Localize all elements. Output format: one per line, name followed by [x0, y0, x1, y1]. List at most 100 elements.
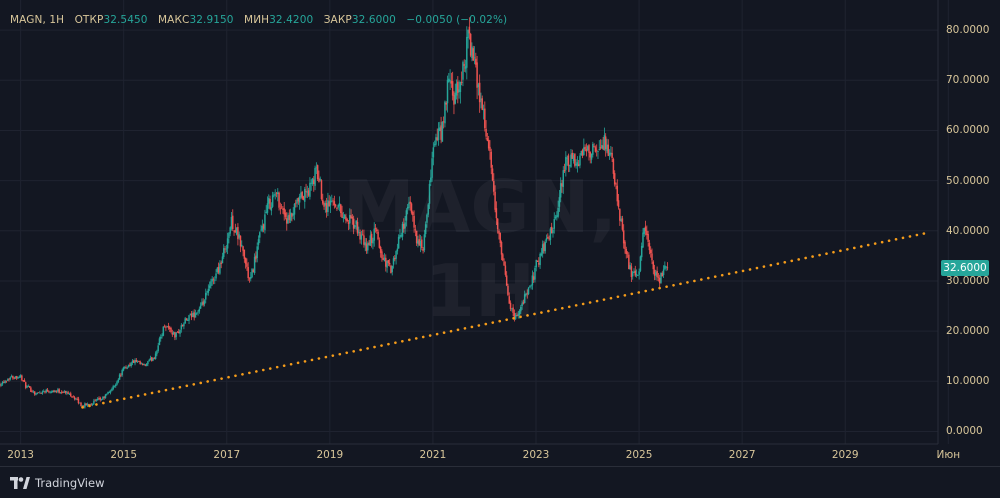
- candle: [601, 139, 603, 149]
- candle: [356, 217, 359, 237]
- candle: [161, 333, 163, 339]
- candle: [664, 261, 666, 271]
- candle: [613, 170, 616, 187]
- candle: [228, 232, 230, 244]
- candle: [250, 272, 252, 282]
- candle: [442, 116, 445, 129]
- candle: [535, 259, 538, 272]
- candle: [436, 128, 438, 142]
- candle: [530, 284, 532, 290]
- candle: [604, 133, 607, 157]
- candle: [581, 148, 584, 159]
- candle: [238, 231, 240, 240]
- tradingview-logo-icon: [10, 477, 30, 489]
- symbol-title[interactable]: MAGN, 1Н: [10, 14, 65, 26]
- candle: [102, 396, 104, 400]
- candle: [113, 385, 116, 388]
- candle: [548, 235, 550, 242]
- candle: [274, 189, 276, 200]
- low-label: МИН: [244, 14, 270, 26]
- candle: [149, 355, 152, 361]
- candle: [184, 317, 186, 324]
- candle: [458, 80, 460, 99]
- candle: [349, 208, 351, 230]
- candle: [637, 274, 639, 276]
- candle: [121, 368, 123, 377]
- candle: [154, 351, 157, 360]
- candle: [477, 82, 480, 96]
- candle: [583, 138, 585, 156]
- candle: [80, 401, 82, 407]
- candle: [538, 257, 540, 268]
- candle: [114, 383, 117, 388]
- time-scale[interactable]: 2013 2015 2017 2019 2021 2023 2025 2027 2029 Июн: [0, 444, 960, 466]
- price-scale[interactable]: 0.0000 10.0000 20.0000 30.0000 40.0000 50.000…: [938, 0, 1000, 444]
- candle: [328, 195, 330, 207]
- candle: [481, 95, 483, 111]
- candle: [309, 177, 311, 200]
- candle: [118, 373, 121, 380]
- candle: [18, 375, 21, 379]
- candle: [463, 59, 465, 72]
- candle: [17, 376, 19, 379]
- candle: [86, 402, 89, 407]
- candle: [430, 169, 432, 187]
- candle: [428, 180, 431, 209]
- candle: [32, 390, 35, 394]
- candle: [123, 366, 126, 370]
- candle: [68, 392, 71, 395]
- candle: [413, 210, 415, 233]
- candle: [143, 363, 145, 366]
- candle: [298, 193, 301, 210]
- candle: [509, 300, 512, 312]
- candle: [111, 387, 113, 392]
- candle: [112, 384, 114, 391]
- candlestick-series: [0, 17, 669, 409]
- candle: [566, 155, 568, 166]
- candle: [132, 359, 135, 363]
- candle: [84, 402, 86, 409]
- candle: [37, 392, 40, 394]
- candle: [107, 391, 109, 395]
- candle: [234, 223, 237, 233]
- candle: [156, 349, 158, 357]
- tradingview-brand[interactable]: TradingView: [10, 474, 104, 492]
- candle: [620, 216, 622, 222]
- candle: [315, 162, 318, 174]
- candle: [343, 213, 346, 220]
- candle: [6, 378, 9, 382]
- candle: [12, 375, 14, 380]
- candle: [424, 221, 427, 238]
- candle: [99, 396, 102, 402]
- candle: [76, 396, 78, 401]
- candle: [487, 136, 490, 151]
- candle: [53, 389, 55, 393]
- candle: [370, 231, 373, 248]
- candle: [363, 229, 365, 248]
- candle: [295, 199, 297, 208]
- candle: [547, 233, 549, 240]
- candle: [559, 177, 562, 203]
- candle: [58, 388, 60, 394]
- candle: [247, 262, 249, 281]
- candle: [453, 91, 455, 115]
- candle: [433, 140, 436, 148]
- candle: [427, 203, 429, 218]
- candle: [296, 198, 298, 208]
- candle: [223, 244, 225, 259]
- candle: [392, 256, 395, 269]
- candle: [71, 395, 73, 398]
- candle: [382, 254, 384, 261]
- candle: [628, 252, 630, 270]
- candle: [527, 286, 530, 296]
- candle: [635, 269, 638, 278]
- candle: [130, 362, 132, 368]
- candle: [468, 17, 471, 40]
- candle: [558, 190, 561, 212]
- candle: [27, 384, 30, 388]
- candle: [91, 403, 94, 407]
- open-label: ОТКР: [74, 14, 104, 26]
- candle: [485, 120, 487, 140]
- candle: [644, 220, 647, 236]
